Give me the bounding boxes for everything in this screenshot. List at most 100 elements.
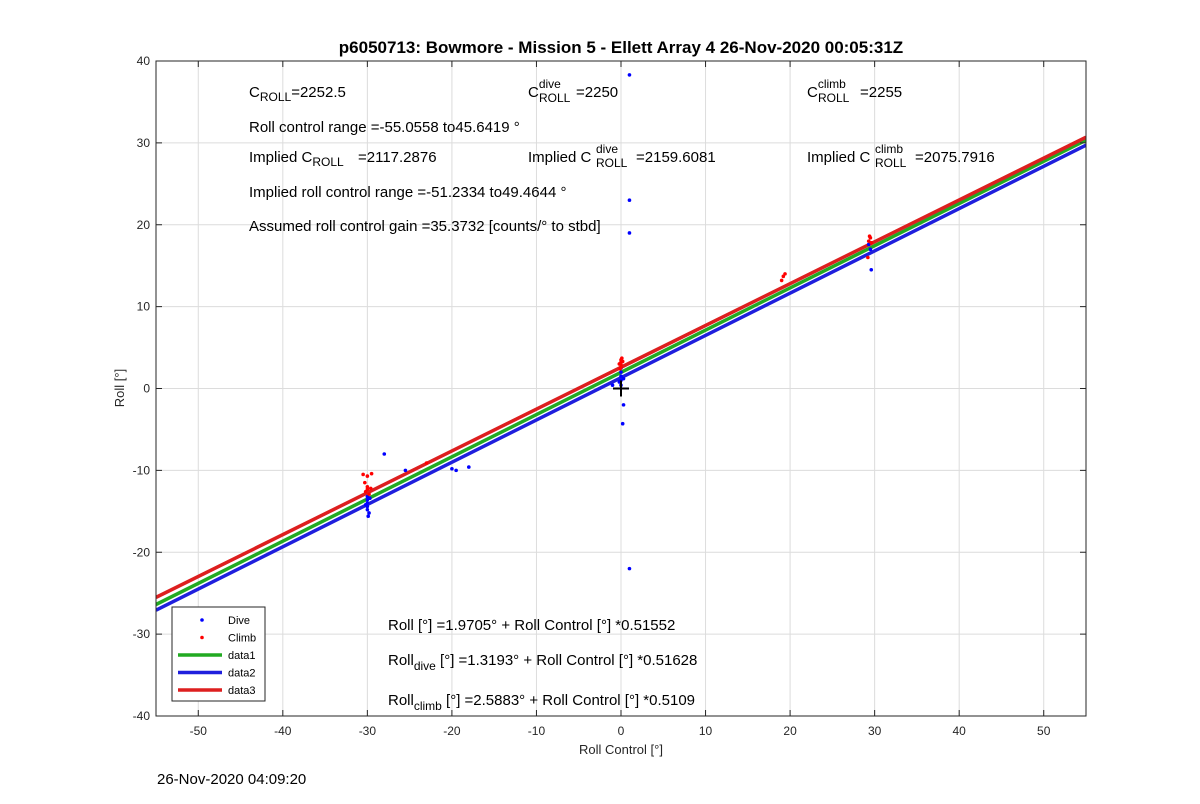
climb-point (361, 472, 365, 477)
annotation-c-roll-climb-sup: climb (818, 77, 846, 91)
x-tick-label: -30 (359, 724, 377, 738)
annotation-implied-climb-sup: climb (875, 142, 903, 156)
climb-point (365, 474, 370, 478)
dive-point (450, 466, 454, 471)
annotation-c-roll-climb: Cclimb ROLL =2255 (807, 77, 902, 105)
y-tick-label: 20 (137, 218, 151, 232)
climb-point (368, 486, 373, 491)
annotation-fit-dive: Rolldive [°] =1.3193° + Roll Control [°]… (388, 652, 697, 673)
dive-point (869, 267, 874, 272)
x-tick-label: 0 (618, 724, 625, 738)
annotation-roll-control-gain: Assumed roll control gain =35.3732 [coun… (249, 218, 601, 235)
dive-point (620, 421, 625, 426)
legend-marker-climb (200, 635, 204, 640)
climb-point (367, 492, 371, 496)
x-tick-label: 10 (699, 724, 713, 738)
annotation-implied-range: Implied roll control range =-51.2334 to4… (249, 184, 566, 201)
dive-point (610, 383, 615, 388)
y-tick-label: 30 (137, 136, 151, 150)
legend-marker-dive (200, 618, 204, 622)
climb-point (869, 240, 874, 245)
climb-point (620, 356, 624, 361)
annotation-c-roll-dive: Cdive ROLL =2250 (528, 77, 618, 105)
y-tick-label: 40 (137, 54, 151, 68)
dive-point (367, 511, 371, 515)
dive-point (366, 514, 371, 519)
annotation-fit-dive-sub: dive (414, 659, 436, 673)
climb-point (866, 255, 870, 260)
dive-point (467, 465, 471, 469)
annotation-fit-dive-eq: [°] =1.3193° + Roll Control [°] *0.51628 (436, 652, 698, 669)
annotation-fit-all-main: Roll (388, 617, 414, 634)
climb-point (867, 234, 872, 239)
data-points (361, 73, 874, 571)
climb-point (424, 461, 429, 465)
x-tick-label: 20 (783, 724, 797, 738)
y-tick-label: -40 (133, 709, 151, 723)
annotation-fit-all: Roll [°] =1.9705° + Roll Control [°] *0.… (388, 617, 675, 634)
dive-point (621, 376, 626, 381)
legend-label-data2: data2 (228, 668, 256, 680)
annotation-implied-climb-value: =2075.7916 (915, 149, 995, 166)
origin-crosshair (613, 380, 629, 397)
annotation-implied-main: C (302, 149, 313, 166)
dive-point (868, 247, 873, 252)
legend-label-data1: data1 (228, 650, 256, 662)
dive-point (627, 198, 632, 202)
annotation-fit-dive-main: Roll (388, 652, 414, 669)
dive-point (627, 231, 632, 235)
x-tick-label: 40 (953, 724, 967, 738)
legend-label-data3: data3 (228, 685, 256, 697)
y-tick-label: 10 (137, 300, 151, 314)
annotation-implied-sub: ROLL (312, 155, 344, 169)
annotation-implied-climb-sub: ROLL (875, 156, 907, 170)
annotation-c-roll-dive-value: =2250 (576, 84, 618, 101)
annotation-implied-c-roll: Implied CROLL =2117.2876 (249, 149, 437, 169)
dive-point (619, 374, 623, 379)
annotation-c-roll-value: =2252.5 (291, 84, 346, 101)
climb-point (783, 272, 787, 276)
annotation-implied-climb-prefix: Implied (807, 149, 860, 166)
axis-ticks: -50 -40 -30 -20 -10 0 10 20 30 40 50 -40 -30 -20 -10 0 1… (133, 54, 1086, 738)
climb-point (779, 278, 784, 283)
annotation-implied-value: =2117.2876 (358, 149, 437, 166)
annotation-roll-control-range: Roll control range =-55.0558 to45.6419 ° (249, 119, 520, 136)
annotation-c-roll-dive-sub: ROLL (539, 91, 571, 105)
x-tick-label: -10 (528, 724, 546, 738)
annotation-implied-dive-main: C (581, 149, 592, 166)
y-tick-label: -20 (133, 545, 151, 559)
climb-point (363, 480, 367, 485)
x-tick-label: 50 (1037, 724, 1051, 738)
annotation-implied-dive-sup: dive (596, 142, 618, 156)
footer-timestamp: 26-Nov-2020 04:09:20 (157, 771, 307, 788)
legend-label-dive: Dive (228, 615, 250, 627)
y-tick-label: -30 (133, 627, 151, 641)
y-tick-label: 0 (143, 382, 150, 396)
annotation-fit-all-eq: [°] =1.9705° + Roll Control [°] *0.51552 (414, 617, 676, 634)
annotation-implied-dive-prefix: Implied (528, 149, 581, 166)
dive-point (627, 566, 632, 571)
dive-point (627, 73, 632, 77)
dive-point (382, 452, 387, 456)
dive-point (363, 502, 368, 507)
dive-point (365, 507, 370, 512)
y-axis-label: Roll [°] (112, 369, 127, 407)
annotation-fit-climb-eq: [°] =2.5883° + Roll Control [°] *0.5109 (442, 692, 695, 709)
dive-point (454, 468, 458, 473)
x-tick-label: -20 (443, 724, 461, 738)
annotation-implied-climb-main: C (860, 149, 871, 166)
annotation-fit-climb: Rollclimb [°] =2.5883° + Roll Control [°… (388, 692, 695, 713)
annotation-c-roll-sub: ROLL (260, 90, 292, 104)
climb-point (620, 359, 625, 364)
legend-label-climb: Climb (228, 633, 256, 645)
annotation-c-roll-dive-main: C (528, 84, 539, 101)
x-tick-label: -50 (190, 724, 208, 738)
chart-legend: Dive Climb data1 data2 data3 (171, 606, 266, 702)
x-tick-label: 30 (868, 724, 882, 738)
climb-point (363, 489, 368, 494)
annotation-fit-climb-sub: climb (414, 699, 442, 713)
dive-point (368, 496, 372, 501)
annotation-c-roll-dive-sup: dive (539, 77, 561, 91)
